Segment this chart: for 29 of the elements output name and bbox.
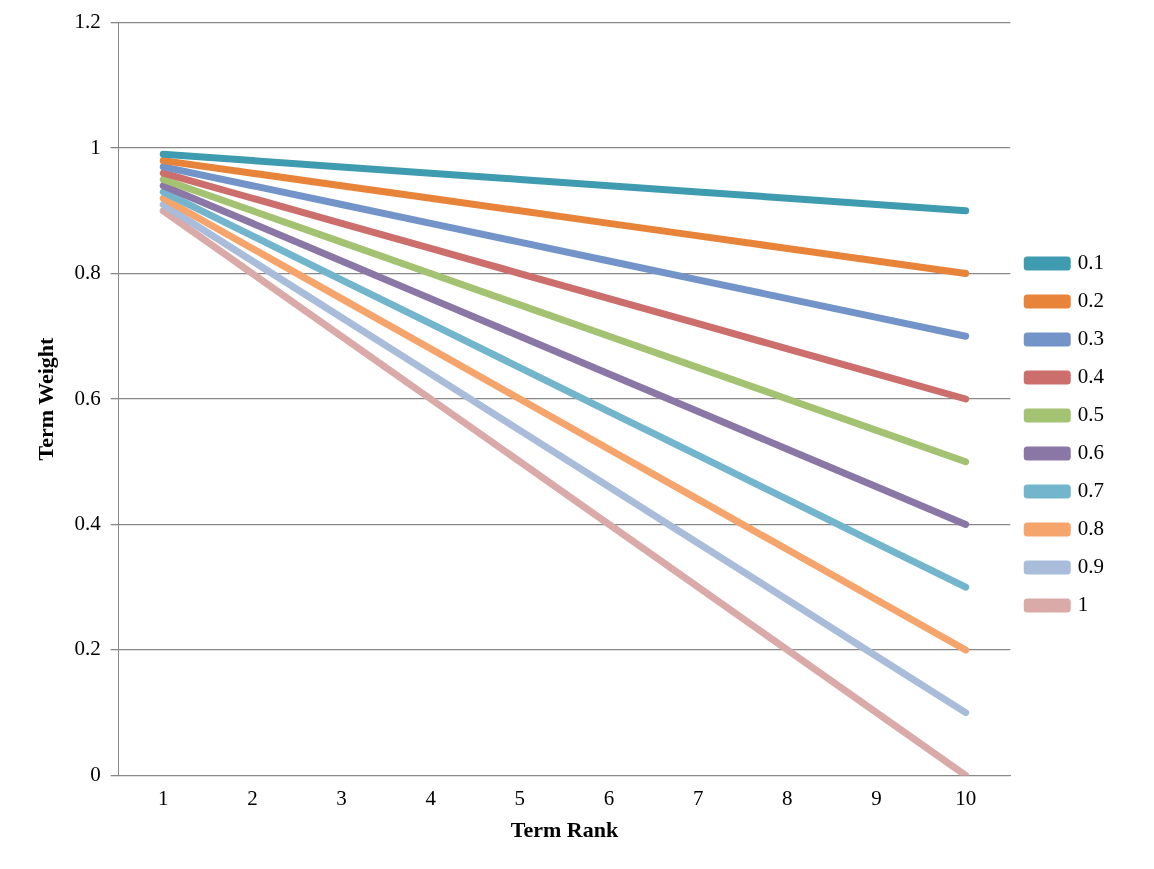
x-tick-label: 1 — [157, 785, 169, 810]
legend-label: 0.7 — [1077, 478, 1104, 503]
legend-label: 0.2 — [1077, 288, 1104, 313]
x-tick-label: 7 — [692, 785, 704, 810]
legend-label: 0.1 — [1077, 250, 1104, 275]
y-axis-title: Term Weight — [32, 336, 58, 461]
y-tick-label: 1 — [90, 134, 101, 159]
legend-label: 0.3 — [1077, 326, 1104, 351]
x-tick-label: 6 — [603, 785, 615, 810]
y-tick-label: 0.6 — [74, 385, 101, 410]
x-tick-label: 2 — [247, 785, 258, 810]
legend-label: 0.8 — [1077, 516, 1104, 541]
legend-label: 0.4 — [1077, 364, 1105, 389]
legend-label: 0.5 — [1077, 402, 1104, 427]
x-tick-label: 10 — [955, 785, 977, 810]
legend-label: 1 — [1077, 592, 1089, 617]
y-tick-label: 0.2 — [74, 636, 101, 661]
x-axis-title: Term Rank — [510, 817, 619, 843]
legend-label: 0.9 — [1077, 554, 1104, 579]
x-tick-label: 4 — [425, 785, 437, 810]
x-tick-label: 8 — [782, 785, 793, 810]
y-tick-label: 0.8 — [74, 260, 101, 285]
x-tick-label: 3 — [336, 785, 347, 810]
y-tick-label: 1.2 — [74, 9, 101, 34]
x-tick-label: 5 — [514, 785, 526, 810]
legend-label: 0.6 — [1077, 440, 1104, 465]
y-tick-label: 0 — [90, 761, 101, 786]
y-tick-label: 0.4 — [74, 510, 102, 535]
x-tick-label: 9 — [871, 785, 882, 810]
